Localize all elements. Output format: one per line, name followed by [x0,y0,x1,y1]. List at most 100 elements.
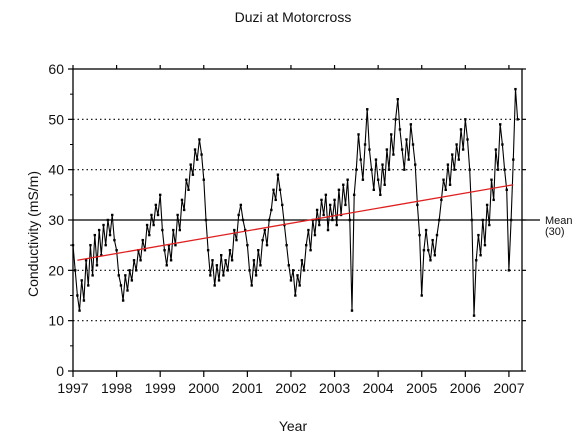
data-point-0-104 [298,284,301,287]
data-point-0-83 [252,259,256,262]
data-point-0-118 [328,203,332,207]
data-point-0-170 [442,178,445,181]
data-point-0-17 [108,233,112,237]
data-point-0-130 [355,168,358,171]
data-point-0-68 [220,254,223,257]
data-point-0-0 [71,243,75,247]
data-point-0-95 [278,188,282,191]
data-point-0-155 [409,123,413,126]
data-point-0-162 [424,228,428,232]
data-point-0-33 [143,249,147,252]
data-point-0-98 [285,243,288,247]
data-point-0-179 [461,148,465,151]
data-point-0-96 [281,203,284,207]
x-tick-label-2001: 2001 [232,380,263,396]
x-tick-label-2003: 2003 [319,380,350,396]
data-point-0-5 [82,299,86,302]
data-point-0-161 [422,249,426,252]
data-point-0-174 [451,153,454,156]
data-point-0-141 [379,193,382,197]
data-point-0-163 [427,249,430,252]
data-point-0-180 [464,118,467,121]
data-point-0-111 [313,233,317,237]
data-point-0-159 [418,233,421,237]
data-point-0-121 [335,223,338,227]
data-point-0-91 [270,208,273,212]
x-tick-label-2005: 2005 [406,380,437,396]
data-point-0-16 [106,218,110,222]
data-point-0-57 [196,158,199,161]
data-point-0-60 [202,178,205,181]
data-point-0-158 [416,203,419,207]
x-axis-label: Year [278,418,308,434]
data-point-0-12 [97,228,101,232]
data-point-0-9 [91,274,94,277]
data-point-0-144 [385,148,389,151]
data-point-0-140 [376,178,380,181]
data-point-0-52 [185,178,188,181]
data-point-0-160 [420,294,423,297]
data-point-0-106 [302,269,306,272]
data-point-0-46 [172,228,175,232]
data-point-0-51 [182,208,186,212]
data-point-0-177 [457,158,460,161]
data-point-0-89 [265,243,269,247]
data-point-0-167 [435,233,439,237]
data-point-0-26 [128,269,131,272]
x-tick-label-1999: 1999 [145,380,176,396]
data-point-0-37 [152,223,155,227]
data-point-0-19 [113,238,116,242]
mean-label-line1: Mean [545,215,573,227]
y-tick-label-30: 30 [48,212,64,228]
data-point-0-7 [87,284,90,287]
data-point-0-55 [191,173,195,176]
data-point-0-136 [368,148,371,151]
data-point-0-196 [499,123,502,126]
data-point-0-78 [241,218,245,222]
data-point-0-101 [291,269,295,272]
data-point-0-94 [276,173,280,176]
data-point-0-126 [346,178,349,181]
data-point-0-27 [130,279,134,282]
data-point-0-134 [363,143,367,146]
data-point-0-175 [453,168,456,171]
data-point-0-115 [322,213,325,217]
data-point-0-201 [509,218,513,222]
data-point-0-165 [431,238,434,242]
data-point-0-92 [272,188,275,191]
data-point-0-76 [237,213,240,217]
data-point-0-184 [472,314,476,317]
data-point-0-188 [481,218,484,222]
data-point-0-117 [326,228,330,232]
data-point-0-132 [359,158,362,161]
data-point-0-156 [411,143,415,146]
data-point-0-131 [357,133,360,136]
data-point-0-203 [514,87,517,91]
x-tick-label-1998: 1998 [101,380,132,396]
data-point-0-48 [176,213,179,217]
data-point-0-20 [115,249,118,252]
data-point-0-112 [315,208,319,212]
data-point-0-74 [233,228,236,232]
data-point-0-8 [89,243,92,247]
mean-label-line2: (30) [545,226,565,238]
data-point-0-139 [374,158,378,161]
data-point-0-145 [387,168,391,171]
data-point-0-21 [117,274,120,277]
data-point-0-108 [307,228,310,232]
data-point-0-100 [289,279,293,282]
data-point-0-56 [193,148,197,151]
data-point-0-67 [217,279,221,282]
data-point-0-80 [246,243,249,247]
data-point-0-122 [337,188,341,191]
data-point-0-63 [209,274,212,277]
y-tick-label-40: 40 [48,162,64,178]
data-point-0-82 [250,284,253,287]
data-point-0-197 [501,143,504,146]
data-point-0-157 [413,163,417,166]
data-point-0-99 [287,264,290,267]
data-point-0-107 [305,243,308,247]
data-point-0-173 [448,183,452,186]
data-point-0-192 [490,178,493,181]
data-point-0-191 [488,223,491,227]
